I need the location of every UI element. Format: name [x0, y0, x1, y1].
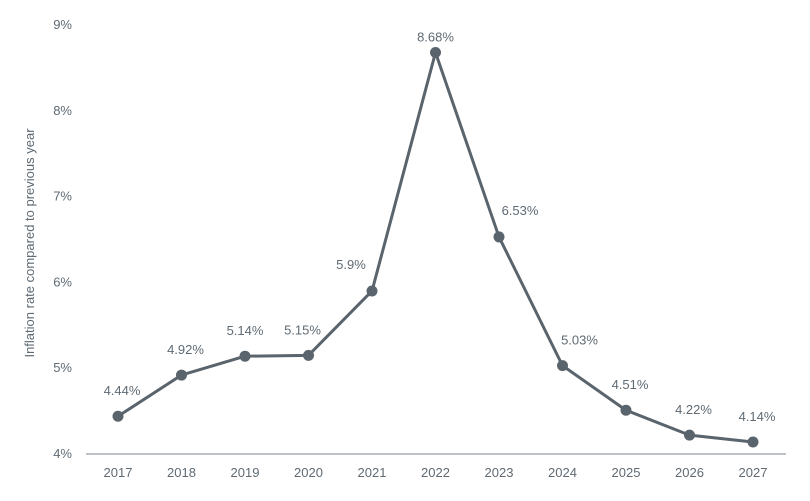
- x-tick-label: 2021: [358, 465, 387, 480]
- data-label: 5.9%: [336, 257, 366, 272]
- data-label: 5.14%: [227, 323, 264, 338]
- data-points: [112, 46, 759, 448]
- x-tick-label: 2022: [421, 465, 450, 480]
- data-label: 5.15%: [284, 322, 321, 337]
- x-tick-label: 2025: [612, 465, 641, 480]
- inflation-series-line: [116, 50, 755, 444]
- x-axis-ticks: 2017 2018 2019 2020 2021 2022 2023 2024 2025 2026…: [104, 465, 768, 480]
- data-label: 8.68%: [417, 29, 454, 44]
- data-point: [176, 369, 187, 381]
- x-tick-label: 2024: [548, 465, 577, 480]
- data-labels: 4.44% 4.92% 5.14% 5.15% 5.9% 8.68% 6.53% 5.03% 4…: [104, 29, 776, 424]
- data-label: 4.14%: [739, 409, 776, 424]
- data-label: 4.51%: [612, 377, 649, 392]
- y-tick-label: 7%: [53, 189, 72, 204]
- data-label: 4.92%: [167, 342, 204, 357]
- y-tick-label: 9%: [53, 17, 72, 32]
- data-point: [557, 360, 568, 372]
- y-tick-label: 8%: [53, 103, 72, 118]
- data-label: 6.53%: [502, 203, 539, 218]
- data-point: [303, 349, 314, 361]
- x-tick-label: 2017: [104, 465, 133, 480]
- y-tick-label: 4%: [53, 446, 72, 461]
- x-tick-label: 2020: [294, 465, 323, 480]
- y-axis-ticks: 4% 5% 6% 7% 8% 9%: [53, 17, 72, 461]
- x-tick-label: 2026: [675, 465, 704, 480]
- y-tick-label: 5%: [53, 360, 72, 375]
- data-point: [747, 436, 759, 448]
- data-point: [620, 404, 632, 416]
- x-tick-label: 2018: [167, 465, 196, 480]
- data-label: 5.03%: [561, 333, 598, 348]
- y-axis-title: Inflation rate compared to previous year: [22, 128, 37, 358]
- y-tick-label: 6%: [53, 274, 72, 289]
- x-tick-label: 2027: [739, 465, 768, 480]
- data-point: [493, 231, 505, 243]
- data-point: [239, 350, 251, 362]
- data-label: 4.44%: [104, 383, 141, 398]
- data-point: [112, 410, 124, 422]
- x-tick-label: 2023: [485, 465, 514, 480]
- data-point: [430, 46, 441, 58]
- data-point: [684, 429, 695, 441]
- data-point: [366, 285, 378, 297]
- data-label: 4.22%: [675, 402, 712, 417]
- x-tick-label: 2019: [231, 465, 260, 480]
